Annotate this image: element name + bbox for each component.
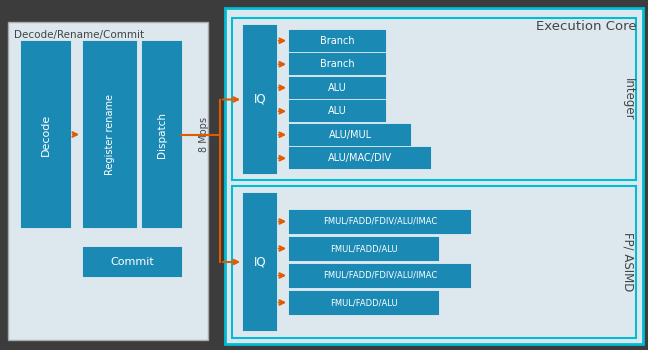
Text: ALU: ALU (328, 83, 347, 93)
Text: Integer: Integer (621, 78, 634, 120)
Text: FMUL/FADD/ALU: FMUL/FADD/ALU (330, 298, 398, 307)
Text: Register rename: Register rename (105, 94, 115, 175)
Text: Decode/Rename/Commit: Decode/Rename/Commit (14, 30, 144, 40)
FancyBboxPatch shape (244, 194, 276, 330)
FancyBboxPatch shape (290, 31, 385, 51)
Text: FMUL/FADD/ALU: FMUL/FADD/ALU (330, 244, 398, 253)
Text: ALU/MAC/DIV: ALU/MAC/DIV (328, 153, 392, 163)
Text: FMUL/FADD/FDIV/ALU/IMAC: FMUL/FADD/FDIV/ALU/IMAC (323, 217, 437, 226)
Text: IQ: IQ (253, 93, 266, 106)
FancyBboxPatch shape (290, 125, 410, 145)
FancyBboxPatch shape (244, 26, 276, 173)
Text: Branch: Branch (320, 59, 355, 69)
Text: ALU: ALU (328, 106, 347, 116)
FancyBboxPatch shape (22, 42, 70, 227)
FancyBboxPatch shape (290, 54, 385, 74)
FancyBboxPatch shape (290, 292, 438, 314)
FancyBboxPatch shape (290, 148, 430, 168)
FancyBboxPatch shape (290, 78, 385, 98)
FancyBboxPatch shape (290, 101, 385, 121)
Text: Commit: Commit (111, 257, 154, 267)
Text: Branch: Branch (320, 36, 355, 46)
FancyBboxPatch shape (225, 8, 643, 344)
FancyBboxPatch shape (8, 22, 208, 340)
FancyBboxPatch shape (143, 42, 181, 227)
Text: FP/ ASIMD: FP/ ASIMD (621, 232, 634, 292)
Text: Decode: Decode (41, 113, 51, 156)
Text: Execution Core: Execution Core (537, 20, 637, 33)
FancyBboxPatch shape (84, 248, 181, 276)
Text: IQ: IQ (253, 256, 266, 268)
Text: Dispatch: Dispatch (157, 112, 167, 158)
Text: 8 Mops: 8 Mops (199, 118, 209, 153)
FancyBboxPatch shape (84, 42, 136, 227)
FancyBboxPatch shape (290, 265, 470, 287)
FancyBboxPatch shape (232, 18, 636, 180)
Text: ALU/MUL: ALU/MUL (329, 130, 371, 140)
FancyBboxPatch shape (232, 186, 636, 338)
FancyBboxPatch shape (290, 210, 470, 232)
FancyBboxPatch shape (290, 238, 438, 259)
Text: FMUL/FADD/FDIV/ALU/IMAC: FMUL/FADD/FDIV/ALU/IMAC (323, 271, 437, 280)
